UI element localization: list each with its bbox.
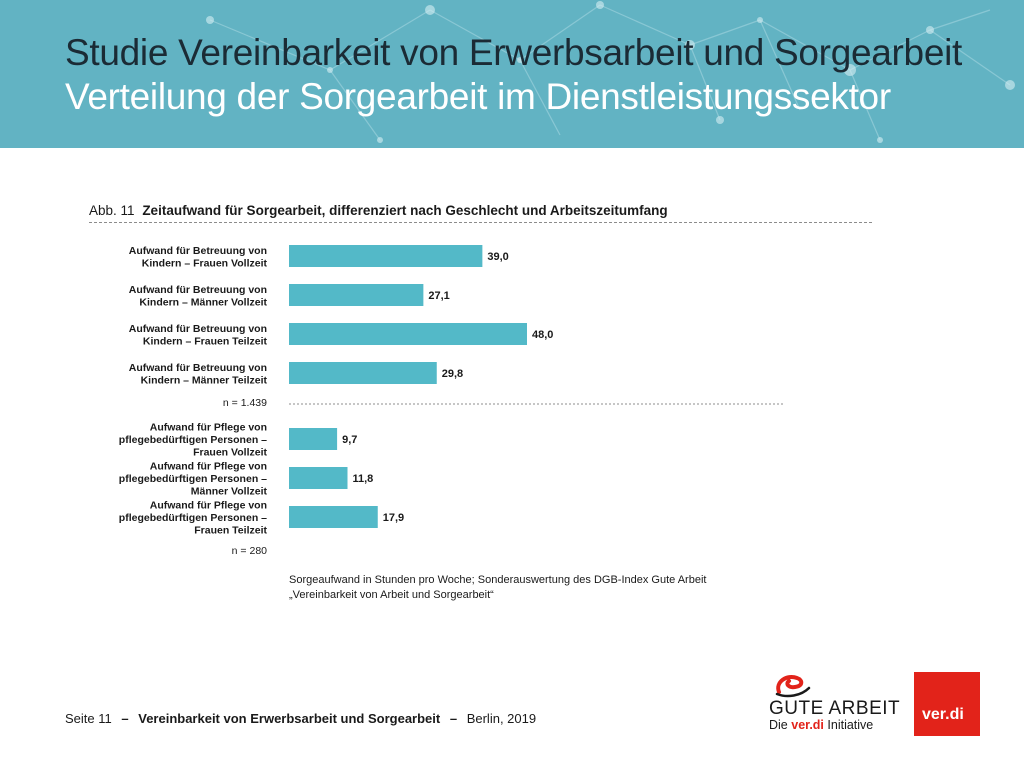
category-label: Aufwand für Betreuung von Kindern – Fraue… [129, 245, 268, 270]
category-label: Aufwand für Betreuung von Kindern – Fraue… [129, 323, 268, 348]
bar-value-label: 27,1 [428, 290, 449, 302]
bar [289, 428, 338, 450]
source-line-1: Sorgeaufwand in Stunden pro Woche; Sonde… [289, 574, 707, 586]
figure-heading: Abb. 11 Zeitaufwand für Sorgearbeit, dif… [89, 203, 668, 218]
bar-value-label: 17,9 [383, 512, 404, 524]
network-background-graphic [206, 1, 1015, 143]
footer-document-title: Vereinbarkeit von Erwerbsarbeit und Sorg… [138, 711, 441, 726]
bar-value-label: 11,8 [353, 473, 374, 485]
bar [289, 362, 437, 384]
gute-arbeit-wordmark: GUTE ARBEIT [769, 698, 901, 719]
gute-arbeit-tagline: Die ver.di Initiative [769, 718, 874, 732]
footer: Seite 11 – Vereinbarkeit von Erwerbsarbe… [65, 711, 536, 726]
verdi-wordmark: ver.di [922, 706, 964, 723]
figure-title: Zeitaufwand für Sorgearbeit, differenzie… [142, 203, 668, 218]
verdi-logo: ver.di [914, 672, 980, 736]
footer-separator: – [449, 711, 458, 726]
category-label: Aufwand für Pflege von pflegebedürftigen … [119, 500, 268, 537]
category-label: Aufwand für Betreuung von Kindern – Männe… [129, 362, 268, 387]
bar [289, 284, 424, 306]
slide-title: Studie Vereinbarkeit von Erwerbsarbeit u… [65, 32, 963, 73]
bar [289, 245, 483, 267]
header-banner: Studie Vereinbarkeit von Erwerbsarbeit u… [0, 0, 1024, 148]
page-number: Seite 11 [65, 711, 112, 726]
bar-value-label: 39,0 [487, 251, 508, 263]
footer-separator: – [121, 711, 129, 726]
slide-subtitle: Verteilung der Sorgearbeit im Dienstleis… [65, 76, 891, 117]
figure-divider [89, 222, 872, 223]
footer-place-year: Berlin, 2019 [466, 711, 537, 726]
bar-value-label: 29,8 [442, 368, 463, 380]
sample-size-label: n = 1.439 [223, 397, 267, 409]
source-note: Sorgeaufwand in Stunden pro Woche; Sonde… [289, 573, 706, 603]
source-line-2: „Vereinbarkeit von Arbeit und Sorgearbei… [289, 589, 494, 601]
bar [289, 506, 378, 528]
bar [289, 467, 348, 489]
gute-arbeit-logo: GUTE ARBEIT Die ver.di Initiative [765, 670, 900, 736]
sample-size-label: n = 280 [232, 545, 267, 557]
bar-value-label: 9,7 [342, 434, 357, 446]
category-label: Aufwand für Pflege von pflegebedürftigen … [119, 461, 268, 498]
figure-label: Abb. 11 [89, 203, 135, 218]
category-label: Aufwand für Betreuung von Kindern – Männe… [129, 284, 268, 309]
category-label: Aufwand für Pflege von pflegebedürftigen … [119, 422, 268, 459]
gute-arbeit-swoosh-icon [775, 675, 811, 698]
bar [289, 323, 527, 345]
bar-value-label: 48,0 [532, 329, 553, 341]
